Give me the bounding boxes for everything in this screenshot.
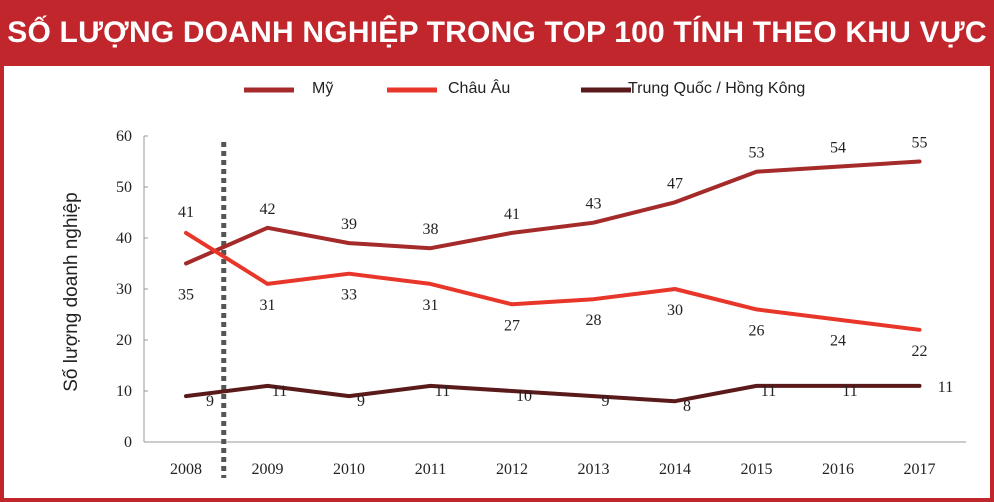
data-label: 28 [586,312,602,329]
series-line-1 [184,230,922,332]
data-label: 55 [912,135,928,152]
data-label: 54 [830,140,846,157]
data-label: 53 [749,145,765,162]
x-axis: 2008 2009 2010 2011 2012 2013 2014 2015 2016 2017 [144,441,966,478]
y-tick-label: 20 [116,332,132,349]
data-label: 22 [912,343,928,360]
data-label: 31 [423,297,439,314]
data-label: 33 [341,287,357,304]
data-label: 47 [667,175,683,192]
data-label: 9 [357,393,365,410]
data-label: 24 [830,333,846,350]
data-label: 8 [683,398,691,415]
data-label: 26 [749,322,765,339]
chart-panel: Mỹ Châu Âu Trung Quốc / Hồng Kông 0 10 20 30 4… [4,66,990,498]
data-label: 10 [516,388,532,405]
x-tick-label: 2009 [252,461,284,478]
data-label: 11 [842,383,857,400]
data-label: 11 [938,379,953,396]
data-label: 39 [341,216,357,233]
y-tick-label: 40 [116,230,132,247]
chart-title: SỐ LƯỢNG DOANH NGHIỆP TRONG TOP 100 TÍNH… [7,16,987,49]
line-chart: Mỹ Châu Âu Trung Quốc / Hồng Kông 0 10 20 30 4… [61,78,966,478]
x-tick-label: 2010 [333,461,365,478]
x-tick-label: 2014 [659,461,691,478]
data-label: 38 [423,221,439,238]
data-label: 9 [206,393,214,410]
legend-label: Trung Quốc / Hồng Kông [628,80,805,97]
data-label: 30 [667,302,683,319]
series-line-0 [184,159,922,266]
x-tick-label: 2012 [496,461,528,478]
data-label: 31 [260,297,276,314]
legend: Mỹ Châu Âu Trung Quốc / Hồng Kông [244,78,805,97]
series-line-2 [184,383,922,404]
y-tick-label: 50 [116,179,132,196]
x-tick-label: 2008 [170,461,202,478]
data-label: 11 [761,383,776,400]
data-labels: 35 42 39 38 41 43 47 53 54 55 41 31 33 31 27 28 30 26 24 22… [178,135,953,416]
y-tick-label: 30 [116,281,132,298]
x-tick-label: 2011 [415,461,446,478]
data-label: 9 [602,393,610,410]
y-tick-label: 0 [124,434,132,451]
y-tick-label: 10 [116,383,132,400]
y-tick-label: 60 [116,128,132,145]
x-tick-label: 2017 [904,461,936,478]
data-label: 41 [178,204,194,221]
data-label: 35 [178,287,194,304]
data-label: 11 [435,383,450,400]
series-layer [184,159,922,404]
data-label: 41 [504,206,520,223]
data-label: 43 [586,196,602,213]
legend-label: Châu Âu [448,78,510,97]
x-tick-label: 2013 [578,461,610,478]
data-label: 42 [260,201,276,218]
x-tick-label: 2015 [741,461,773,478]
y-axis-title: Số lượng doanh nghiệp [61,192,82,392]
x-tick-label: 2016 [822,461,854,478]
data-label: 27 [504,317,520,334]
data-label: 11 [272,383,287,400]
y-axis: 0 10 20 30 40 50 60 [116,128,148,451]
legend-label: Mỹ [312,80,333,97]
